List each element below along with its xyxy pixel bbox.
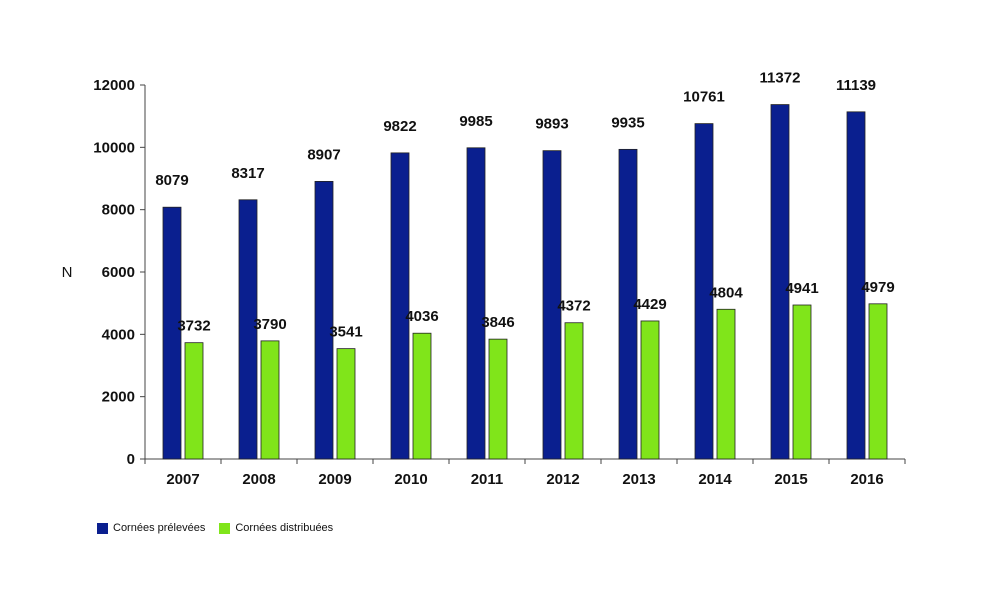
data-label-distribuees: 3846 <box>481 314 514 331</box>
data-label-prelevees: 9985 <box>459 113 492 130</box>
data-label-prelevees: 11139 <box>836 77 876 94</box>
bar-distribuees <box>868 303 888 460</box>
bars <box>162 104 888 460</box>
bar-prelevees <box>618 148 638 460</box>
data-label-prelevees: 8079 <box>155 172 188 189</box>
y-tick-label: 4000 <box>102 326 135 343</box>
bar-prelevees <box>542 150 562 460</box>
bar-distribuees <box>640 320 660 460</box>
x-tick-label: 2014 <box>698 471 732 488</box>
legend-item-prelevees: Cornées prélevées <box>97 522 205 534</box>
bar-prelevees <box>694 123 714 460</box>
data-label-prelevees: 11372 <box>760 70 801 87</box>
x-tick-label: 2015 <box>774 471 807 488</box>
bar-distribuees <box>488 338 508 460</box>
data-label-prelevees: 10761 <box>683 89 725 106</box>
y-tick-label: 10000 <box>93 139 135 156</box>
x-tick-label: 2009 <box>318 471 351 488</box>
x-tick-label: 2012 <box>546 471 579 488</box>
x-tick-label: 2008 <box>242 471 275 488</box>
y-axis-title: N <box>62 264 73 281</box>
legend-item-distribuees: Cornées distribuées <box>219 522 333 534</box>
x-tick-label: 2016 <box>850 471 883 488</box>
y-tick-label: 12000 <box>93 77 135 94</box>
data-label-distribuees: 4941 <box>785 280 818 297</box>
legend-swatch-distribuees <box>219 522 231 534</box>
x-tick-label: 2010 <box>394 471 427 488</box>
y-tick-label: 8000 <box>102 202 135 219</box>
data-label-distribuees: 4429 <box>633 296 666 313</box>
data-label-prelevees: 9893 <box>535 116 568 133</box>
bar-prelevees <box>846 111 866 460</box>
legend-swatch-prelevees <box>97 522 108 534</box>
data-labels: 8079 8317 8907 9822 9985 9893 9935 10761 11372 11… <box>155 70 894 341</box>
bar-prelevees <box>390 152 410 460</box>
bar-distribuees <box>792 304 812 460</box>
x-tick-label: 2011 <box>471 471 504 488</box>
x-tick-label: 2007 <box>166 471 199 488</box>
data-label-prelevees: 8907 <box>307 146 340 163</box>
bar-distribuees <box>412 332 432 460</box>
data-label-distribuees: 4804 <box>709 284 743 301</box>
legend-label-distribuees: Cornées distribuées <box>235 522 334 534</box>
bar-distribuees <box>260 340 280 460</box>
data-label-distribuees: 4979 <box>861 279 894 296</box>
data-label-prelevees: 9822 <box>383 118 416 135</box>
data-label-prelevees: 9935 <box>611 114 644 131</box>
legend: Cornées prélevées Cornées distribuées <box>97 522 333 534</box>
bar-distribuees <box>336 348 356 460</box>
data-label-prelevees: 8317 <box>231 165 264 182</box>
bar-prelevees <box>314 180 334 460</box>
bar-prelevees <box>162 206 182 460</box>
bar-prelevees <box>466 147 486 460</box>
data-label-distribuees: 3541 <box>329 324 362 341</box>
bar-prelevees <box>238 199 258 460</box>
data-label-distribuees: 4036 <box>405 308 438 325</box>
y-tick-label: 0 <box>127 451 135 468</box>
y-tick-label: 6000 <box>102 264 135 281</box>
data-label-distribuees: 3790 <box>253 316 286 333</box>
axes: 0 2000 4000 6000 8000 10000 12000 2007 2008 2009 2… <box>93 77 906 488</box>
bar-distribuees <box>184 342 204 460</box>
x-tick-label: 2013 <box>622 471 655 488</box>
bar-distribuees <box>564 322 584 460</box>
bar-prelevees <box>770 104 790 460</box>
y-tick-label: 2000 <box>102 389 135 406</box>
data-label-distribuees: 4372 <box>557 298 590 315</box>
data-label-distribuees: 3732 <box>177 318 210 335</box>
legend-label-prelevees: Cornées prélevées <box>113 522 206 534</box>
bar-distribuees <box>716 308 736 460</box>
